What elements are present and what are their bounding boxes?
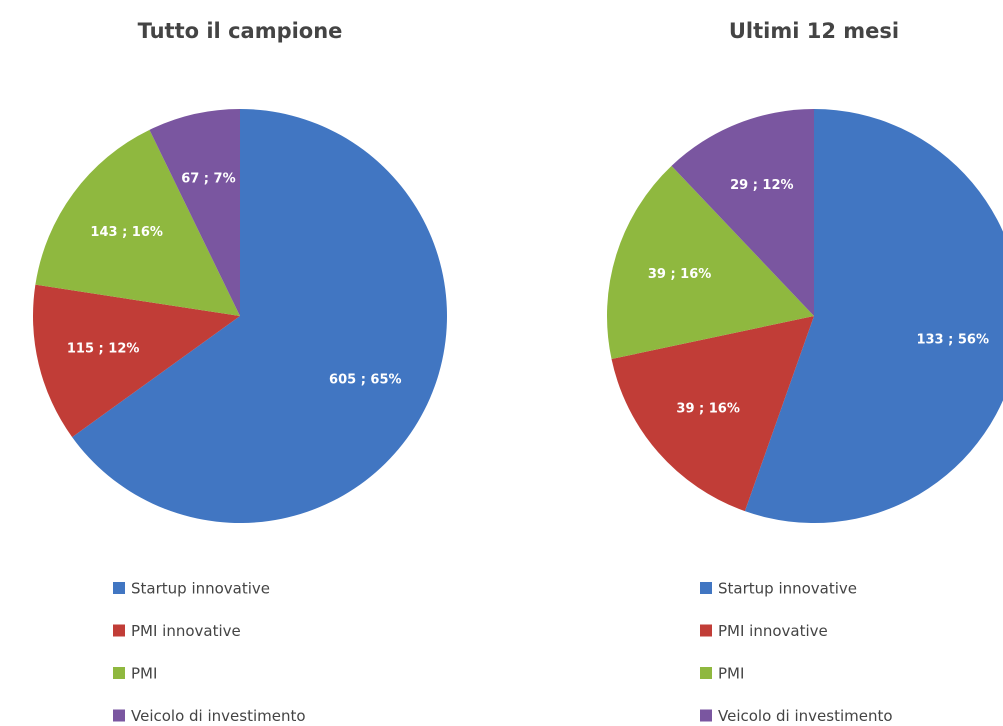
pie-slice — [607, 165, 814, 360]
data-label: 143 ; 16% — [90, 225, 163, 240]
data-label: 133 ; 56% — [916, 332, 989, 347]
data-label: 29 ; 12% — [730, 178, 793, 193]
legend-swatch — [700, 624, 712, 637]
data-label: 605 ; 65% — [329, 373, 402, 388]
legend-label: PMI — [718, 665, 744, 683]
chart-title: Ultimi 12 mesi — [729, 19, 899, 43]
data-label: 39 ; 16% — [676, 401, 739, 416]
legend-label: PMI innovative — [131, 622, 241, 640]
data-label: 67 ; 7% — [181, 171, 235, 186]
legend-swatch — [700, 582, 712, 594]
pie-slice — [744, 109, 1003, 523]
pie-slice — [149, 109, 240, 316]
legend-swatch — [113, 709, 125, 722]
pie-slice — [671, 109, 814, 316]
data-label: 39 ; 16% — [648, 267, 711, 282]
pie-slice — [32, 284, 240, 438]
pie-slice — [611, 316, 814, 512]
legend-label: Startup innovative — [131, 580, 270, 598]
legend-swatch — [700, 667, 712, 679]
legend-swatch — [113, 624, 125, 637]
legend-swatch — [113, 667, 125, 679]
legend-label: PMI — [131, 665, 157, 683]
legend-label: Veicolo di investimento — [131, 707, 306, 725]
legend-swatch — [700, 709, 712, 722]
pie-slice — [72, 109, 448, 523]
chart-title: Tutto il campione — [138, 19, 343, 43]
legend-label: Startup innovative — [718, 580, 857, 598]
pie-slice — [35, 129, 241, 316]
legend-swatch — [113, 582, 125, 594]
legend-label: Veicolo di investimento — [718, 707, 893, 725]
legend-label: PMI innovative — [718, 622, 828, 640]
data-label: 115 ; 12% — [67, 341, 140, 356]
